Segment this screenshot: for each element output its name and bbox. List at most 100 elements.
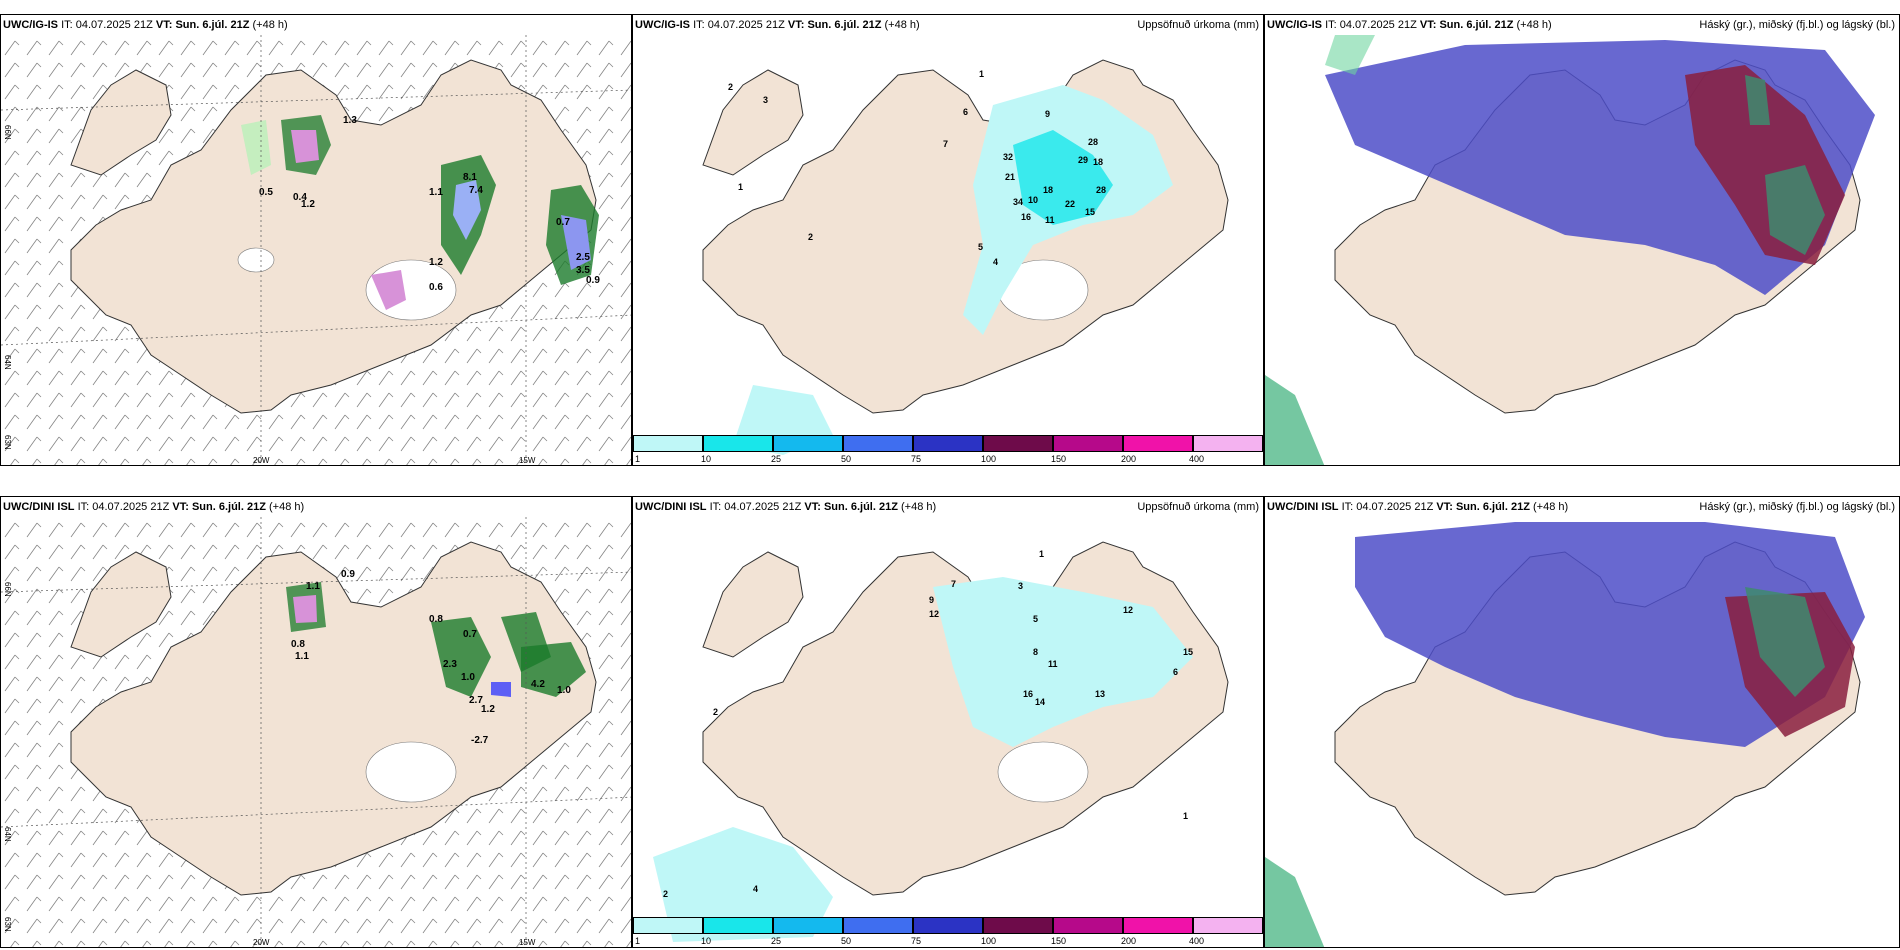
panel-row1-precip: UWC/IG-IS IT: 04.07.2025 21Z VT: Sun. 6.… — [632, 14, 1264, 466]
precip-value: 10 — [1028, 195, 1038, 205]
high-cloud-green — [1745, 587, 1825, 697]
precip-value: 16 — [1023, 689, 1033, 699]
precip-value: 6 — [963, 107, 968, 117]
contour-label: 7.4 — [469, 185, 483, 196]
colorbar-swatch — [1123, 435, 1193, 452]
precip-value: 15 — [1085, 207, 1095, 217]
precip-east-inner — [453, 180, 481, 240]
axis-label-lat: 63N — [3, 917, 12, 932]
colorbar-tick: 100 — [981, 454, 997, 464]
precip-value: 11 — [1048, 659, 1058, 669]
colorbar-swatch — [1193, 917, 1263, 934]
cloud-map — [1265, 517, 1899, 947]
precip-map: 1 2 3 7 6 9 32 21 18 34 10 16 11 22 15 2… — [702, 59, 1229, 455]
precip-moderate-zone — [1013, 130, 1113, 225]
axis-label-lon: 20W — [253, 456, 270, 465]
precip-value: 29 — [1078, 155, 1088, 165]
precip-far-east — [521, 642, 586, 697]
contour-label: 0.8 — [291, 639, 305, 650]
precip-value: 34 — [1013, 197, 1023, 207]
contour-label: 0.8 — [429, 614, 443, 625]
precip-value: 12 — [1123, 605, 1133, 615]
colorbar-tick: 25 — [771, 454, 782, 464]
precip-value: 28 — [1096, 185, 1106, 195]
colorbar-tick: 200 — [1121, 454, 1137, 464]
colorbar-tick: 50 — [841, 454, 852, 464]
low-cloud-blue — [1355, 522, 1865, 747]
colorbar-tick: 150 — [1051, 936, 1067, 946]
contour-label: 1.0 — [557, 685, 571, 696]
westfjords — [70, 69, 172, 176]
precip-value: 15 — [1183, 647, 1193, 657]
colorbar-swatch — [1193, 435, 1263, 452]
axis-label-lat: 64N — [3, 827, 12, 842]
panel-row2-clouds: UWC/DINI ISL IT: 04.07.2025 21Z VT: Sun.… — [1264, 496, 1900, 948]
colorbar-swatch — [773, 435, 843, 452]
precip-value: 16 — [1021, 212, 1031, 222]
panel-title: UWC/DINI ISL IT: 04.07.2025 21Z VT: Sun.… — [1267, 501, 1569, 513]
precip-value: 4 — [753, 884, 758, 894]
contour-label: 0.4 — [293, 192, 307, 203]
colorbar-tick: 200 — [1121, 936, 1137, 946]
panel-title: UWC/DINI ISL IT: 04.07.2025 21Z VT: Sun.… — [3, 501, 305, 513]
precip-map: 1 2 3 9 7 12 5 8 16 14 11 13 12 15 6 4 2… — [653, 541, 1229, 942]
colorbar-tick: 400 — [1189, 454, 1205, 464]
precip-value: 9 — [1045, 109, 1050, 119]
colorbar-tick: 75 — [911, 936, 922, 946]
colorbar-swatch — [843, 917, 913, 934]
precip-value: 2 — [663, 889, 668, 899]
contour-label: 1.2 — [481, 704, 495, 715]
colorbar-tick: 75 — [911, 454, 922, 464]
precip-title: Uppsöfnuð úrkoma (mm) — [1137, 501, 1259, 513]
precip-value: 32 — [1003, 152, 1013, 162]
precip-value: 4 — [993, 257, 998, 267]
colorbar-tick: 100 — [981, 936, 997, 946]
contour-label: -2.7 — [471, 735, 489, 746]
precip-value: 18 — [1093, 157, 1103, 167]
iceland-landmass — [70, 59, 597, 414]
panel-title: UWC/IG-IS IT: 04.07.2025 21Z VT: Sun. 6.… — [635, 19, 920, 31]
contour-label: 1.2 — [429, 257, 443, 268]
colorbar-swatch — [843, 435, 913, 452]
cloud-map — [1265, 35, 1899, 465]
colorbar-swatch — [1053, 917, 1123, 934]
precip-value: 14 — [1035, 697, 1045, 707]
contour-label: 0.7 — [556, 217, 570, 228]
colorbar-swatch — [773, 917, 843, 934]
axis-label-lat: 64N — [3, 355, 12, 370]
contour-label: 1.0 — [461, 672, 475, 683]
contour-label: 0.6 — [429, 282, 443, 293]
contour-label: 0.9 — [586, 275, 600, 286]
precip-far-east-inner — [561, 215, 591, 270]
colorbar: 1 10 25 50 75 100 150 200 400 — [633, 917, 1263, 947]
precip-title: Uppsöfnuð úrkoma (mm) — [1137, 19, 1259, 31]
axis-label-lat: 66N — [3, 125, 12, 140]
high-cloud-nw — [1325, 35, 1375, 75]
colorbar-swatch — [983, 435, 1053, 452]
high-cloud-sw — [1265, 375, 1325, 465]
colorbar-swatch — [1123, 917, 1193, 934]
contour-label: 1.2 — [301, 199, 315, 210]
westfjords — [702, 551, 804, 658]
contour-label: 0.5 — [259, 187, 273, 198]
contour-label: 1.1 — [306, 581, 320, 592]
panel-row2-precip: UWC/DINI ISL IT: 04.07.2025 21Z VT: Sun.… — [632, 496, 1264, 948]
precip-value: 8 — [1033, 647, 1038, 657]
light-green-west — [241, 120, 271, 175]
precip-value: 18 — [1043, 185, 1053, 195]
colorbar-tick: 10 — [701, 936, 712, 946]
high-cloud-green — [1745, 75, 1770, 125]
precip-value: 1 — [738, 182, 743, 192]
precip-value: 13 — [1095, 689, 1105, 699]
wind-map: 0.5 0.4 1.2 1.3 1.1 8.1 7.4 1.2 0.6 0.7 … — [1, 35, 631, 465]
westfjords — [70, 551, 172, 658]
colorbar: 1 10 25 50 75 100 150 200 400 — [633, 435, 1263, 465]
contour-label: 1.3 — [343, 115, 357, 126]
contour-label: 8.1 — [463, 172, 477, 183]
precip-value: 9 — [929, 595, 934, 605]
contour-label: 4.2 — [531, 679, 545, 690]
precip-value: 11 — [1045, 215, 1055, 225]
westfjords — [702, 69, 804, 176]
glacier-vatnajokull — [997, 741, 1089, 803]
precip-value: 3 — [763, 95, 768, 105]
